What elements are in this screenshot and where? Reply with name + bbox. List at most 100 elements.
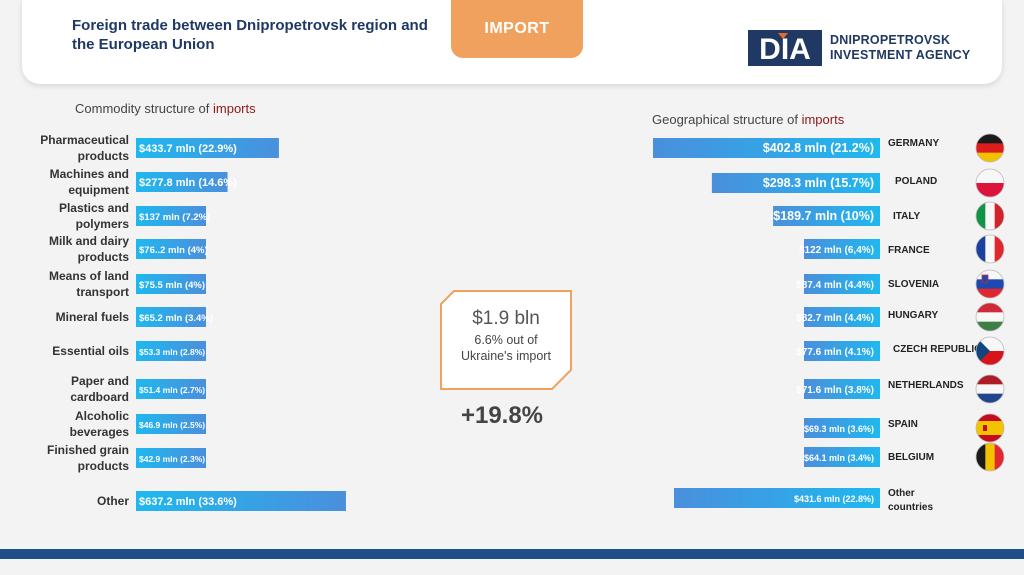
geo-value-label: $69.3 mln (3.6%) <box>804 424 874 434</box>
geo-value-label: $71.6 mln (3.8%) <box>796 385 874 396</box>
commodity-value-label: $51.4 mln (2.7%) <box>139 385 205 395</box>
commodity-category-label: Machines and <box>50 167 129 181</box>
geo-country-label: ITALY <box>893 211 921 222</box>
commodity-category-label: Plastics and <box>59 201 129 215</box>
import-badge: IMPORT <box>451 0 583 58</box>
commodity-bar <box>136 491 346 511</box>
total-box-frame <box>440 290 572 390</box>
commodity-section-title: Commodity structure of imports <box>75 101 256 116</box>
commodity-value-label: $137 mln (7.2%) <box>139 212 210 223</box>
geo-country-label: CZECH REPUBLIC <box>893 344 981 355</box>
geo-chart: $402.8 mln (21.2%) GERMANY $298.3 mln (15.… <box>652 133 1005 513</box>
commodity-category-label: Means of land <box>49 269 129 283</box>
belgium-flag-icon <box>975 442 1005 472</box>
commodity-bar <box>136 172 228 192</box>
page-title: Foreign trade between Dnipropetrovsk reg… <box>72 17 428 53</box>
commodity-chart: $433.7 mln (22.9%) Pharmaceutical products… <box>40 133 346 511</box>
geo-country-label: SLOVENIA <box>888 279 939 290</box>
geo-title-highlight: imports <box>801 112 845 127</box>
geo-value-label: $64.1 mln (3.4%) <box>804 453 874 463</box>
commodity-value-label: $277.8 mln (14.6%) <box>139 177 237 189</box>
commodity-value-label: $46.9 mln (2.5%) <box>139 420 205 430</box>
geo-country-label: Other <box>888 488 915 499</box>
geo-country-label: POLAND <box>895 176 937 187</box>
commodity-category-label: beverages <box>70 425 130 439</box>
commodity-value-label: $637.2 mln (33.6%) <box>139 496 237 508</box>
geo-country-label: HUNGARY <box>888 310 939 321</box>
commodity-title-highlight: imports <box>213 101 256 116</box>
geo-value-label: $122 mln (6,4%) <box>799 245 874 256</box>
germany-flag-icon <box>975 133 1005 163</box>
commodity-category-label: products <box>78 149 130 163</box>
geo-country-label: SPAIN <box>888 419 918 430</box>
geo-bar <box>804 239 880 259</box>
geo-bar <box>804 379 880 399</box>
geo-bar <box>804 274 880 294</box>
geo-value-label: $298.3 mln (15.7%) <box>763 176 874 190</box>
slovenia-flag-icon <box>975 269 1005 299</box>
geo-country-label: BELGIUM <box>888 452 934 463</box>
hungary-flag-icon <box>975 302 1005 332</box>
geo-bar <box>773 206 880 226</box>
dia-logo-mark: DIA <box>748 30 822 66</box>
ukraine-import-share: 6.6% out of Ukraine's import <box>461 333 551 363</box>
geo-bar <box>804 418 880 438</box>
france-flag-icon <box>975 234 1005 264</box>
commodity-bar <box>136 414 206 434</box>
commodity-bar <box>136 138 279 158</box>
commodity-category-label: polymers <box>76 217 130 231</box>
geo-country-label: GERMANY <box>888 138 939 149</box>
commodity-category-label: products <box>78 459 130 473</box>
geo-value-label: $431.6 mln (22.8%) <box>794 494 874 504</box>
geo-country-label: NETHERLANDS <box>888 380 964 391</box>
commodity-category-label: Paper and <box>71 374 129 388</box>
commodity-category-label: Other <box>97 494 129 508</box>
geo-bar <box>804 341 880 361</box>
netherlands-flag-icon <box>975 374 1005 404</box>
dia-logo: DIA DNIPROPETROVSK INVESTMENT AGENCY <box>748 30 970 66</box>
logo-text: DNIPROPETROVSK INVESTMENT AGENCY <box>830 33 970 63</box>
commodity-category-label: Pharmaceutical <box>40 133 129 147</box>
geo-bar <box>674 488 880 508</box>
italy-flag-icon <box>975 201 1005 231</box>
commodity-bar <box>136 341 206 361</box>
commodity-category-label: Milk and dairy <box>49 234 129 248</box>
geo-title-prefix: Geographical structure of <box>652 112 802 127</box>
import-growth: +19.8% <box>460 402 544 429</box>
commodity-category-label: Finished grain <box>47 443 129 457</box>
commodity-bar <box>136 206 206 226</box>
geo-value-label: $87.4 mln (4.4%) <box>796 280 874 291</box>
commodity-value-label: $65.2 mln (3.4%) <box>139 313 213 324</box>
geo-value-label: $82.7 mln (4.4%) <box>796 313 874 324</box>
commodity-category-label: cardboard <box>70 390 129 404</box>
geo-bar <box>652 138 880 158</box>
logo-line-2: INVESTMENT AGENCY <box>830 48 971 62</box>
geo-bar <box>804 447 880 467</box>
geo-country-label: countries <box>888 502 933 513</box>
logo-accent-shape <box>778 33 788 39</box>
geo-value-label: $189.7 mln (10%) <box>773 209 874 223</box>
geo-value-label: $77.6 mln (4.1%) <box>796 347 874 358</box>
import-total-box: $1.9 bln 6.6% out of Ukraine's import <box>440 290 572 390</box>
czech-flag-icon <box>975 336 1005 366</box>
spain-flag-icon <box>975 413 1005 443</box>
geo-value-label: $402.8 mln (21.2%) <box>763 141 874 155</box>
commodity-category-label: equipment <box>68 183 129 197</box>
geo-bar <box>804 307 880 327</box>
commodity-category-label: Alcoholic <box>75 409 129 423</box>
commodity-category-label: products <box>78 250 130 264</box>
total-import-amount: $1.9 bln <box>472 308 540 329</box>
commodity-value-label: $42.9 mln (2.3%) <box>139 454 205 464</box>
commodity-bar <box>136 379 206 399</box>
commodity-value-label: $53.3 mln (2.8%) <box>139 347 205 357</box>
geo-section-title: Geographical structure of imports <box>652 112 844 127</box>
footer-bar <box>0 549 1024 559</box>
commodity-value-label: $433.7 mln (22.9%) <box>139 143 237 155</box>
commodity-category-label: Mineral fuels <box>56 310 130 324</box>
commodity-bar <box>136 448 206 468</box>
logo-line-1: DNIPROPETROVSK <box>830 33 951 47</box>
commodity-title-prefix: Commodity structure of <box>75 101 213 116</box>
commodity-bar <box>136 274 206 294</box>
logo-mark-text: DIA <box>759 33 811 66</box>
